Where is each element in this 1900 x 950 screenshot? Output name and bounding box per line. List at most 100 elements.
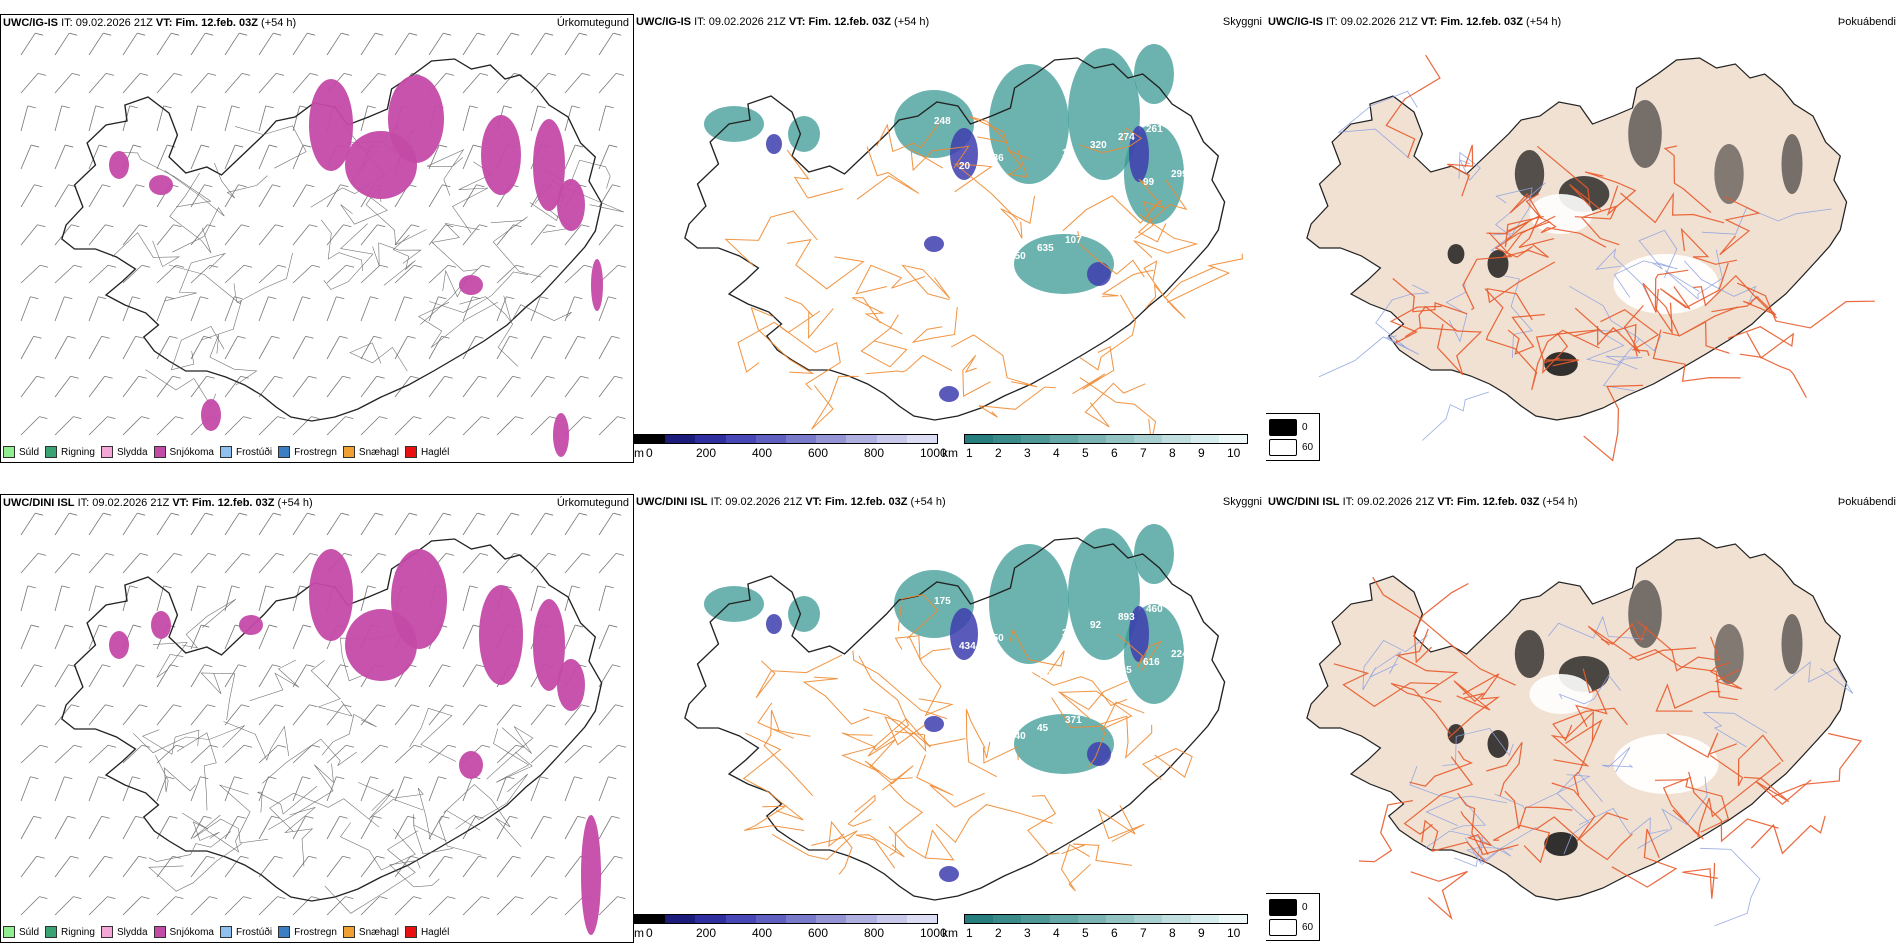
wind-barb-staff — [360, 264, 381, 284]
wind-barb-staff — [54, 624, 66, 650]
wind-barb — [462, 704, 488, 726]
legend-label: Slydda — [116, 926, 148, 938]
wind-barb — [292, 296, 311, 322]
road — [438, 809, 482, 856]
wind-barb — [428, 375, 453, 398]
wind-barb-staff — [462, 336, 476, 360]
road — [1638, 229, 1678, 278]
wind-barb — [258, 224, 284, 246]
wind-barb-staff — [20, 704, 38, 726]
legend-item: Snjókoma — [153, 926, 214, 938]
wind-barb-feather — [336, 776, 345, 780]
wind-barb-feather — [241, 224, 250, 228]
wind-barb-feather — [373, 815, 382, 819]
wind-barb-staff — [190, 776, 201, 802]
road — [742, 732, 804, 821]
wind-barb-staff — [224, 704, 242, 726]
wind-barb-staff — [360, 896, 380, 916]
legend-label: Snæhagl — [358, 926, 399, 938]
wind-barb-staff — [428, 264, 449, 284]
wind-barb-feather — [345, 896, 354, 900]
wind-barb — [54, 855, 79, 878]
wind-barb — [292, 264, 321, 284]
road — [953, 163, 1019, 221]
wind-barb-feather — [240, 855, 249, 859]
colorbar-cell — [1021, 435, 1050, 443]
road — [357, 782, 431, 840]
wind-barb — [428, 855, 453, 878]
wind-barb-feather — [231, 105, 240, 109]
wind-barb — [258, 72, 285, 94]
wind-barb — [394, 375, 419, 398]
road — [864, 760, 914, 791]
wind-barb-feather — [339, 335, 348, 339]
fog-free-area — [1613, 254, 1719, 314]
visibility-value-label: 45 — [1037, 723, 1049, 734]
wind-barb-feather — [615, 72, 625, 76]
road — [1486, 741, 1523, 797]
wind-barb-staff — [530, 73, 549, 94]
snowfall-area — [149, 175, 173, 195]
wind-barb — [88, 744, 117, 764]
colorbar-cell — [1218, 915, 1248, 923]
wind-barb-feather — [445, 224, 454, 228]
panel-name: Úrkomutegund — [556, 17, 629, 29]
wind-barb — [258, 896, 286, 916]
wind-barb-staff — [496, 896, 516, 916]
road — [418, 301, 499, 348]
wind-barb — [564, 815, 586, 840]
wind-barb — [360, 552, 387, 574]
wind-barb-feather — [580, 375, 589, 379]
wind-barb-feather — [205, 512, 214, 516]
road — [1008, 628, 1065, 675]
wind-barb — [292, 744, 321, 764]
visibility-value-label: 134 — [1093, 707, 1110, 718]
wind-barb — [156, 664, 179, 688]
wind-barb-feather — [271, 335, 280, 339]
panel-fog-dini: UWC/DINI ISL IT: 09.02.2026 21Z VT: Fim.… — [1266, 494, 1900, 943]
road — [1750, 815, 1826, 855]
wind-barb-feather — [447, 264, 457, 268]
wind-barb-staff — [258, 816, 272, 840]
wind-barb-staff — [428, 704, 446, 726]
road — [164, 170, 225, 253]
wind-barb — [462, 375, 487, 398]
wind-barb-staff — [156, 776, 167, 802]
wind-barb — [258, 335, 280, 360]
wind-barb-staff — [156, 105, 165, 132]
wind-barb-staff — [394, 296, 405, 322]
wind-barb-feather — [39, 896, 48, 900]
snowfall-area — [309, 79, 353, 171]
wind-barb-staff — [496, 32, 512, 56]
panel-visibility-dini: 175 150 208 134 460 434 435 371 893 224 289 45 92 616… — [634, 494, 1266, 943]
wind-barb — [394, 335, 416, 360]
wind-barb-feather — [305, 815, 314, 819]
wind-barb-feather — [469, 585, 478, 589]
road — [486, 726, 534, 780]
wind-barb-feather — [546, 375, 555, 379]
wind-barb-staff — [258, 624, 270, 650]
wind-barb-feather — [409, 512, 418, 516]
wind-barb-staff — [564, 624, 576, 650]
wind-barb — [258, 664, 281, 688]
wind-barb-staff — [530, 224, 548, 246]
wind-barb-feather — [102, 664, 111, 668]
wind-barb-feather — [95, 105, 104, 109]
wind-barb-staff — [20, 73, 39, 94]
wind-barb — [258, 624, 278, 650]
wind-barb — [530, 32, 554, 56]
wind-barb-feather — [443, 32, 452, 36]
wind-barb-feather — [241, 552, 251, 556]
wind-barb-feather — [311, 264, 321, 268]
wind-barb — [156, 416, 184, 436]
road — [1486, 261, 1556, 321]
wind-barb-staff — [564, 336, 578, 360]
road — [1078, 294, 1137, 371]
snowfall-areas — [109, 549, 601, 935]
wind-barb — [258, 184, 281, 208]
wind-barb-feather — [36, 375, 45, 379]
road — [1771, 732, 1863, 798]
wind-barb — [122, 704, 148, 726]
road — [223, 721, 290, 761]
wind-barb — [258, 264, 287, 284]
